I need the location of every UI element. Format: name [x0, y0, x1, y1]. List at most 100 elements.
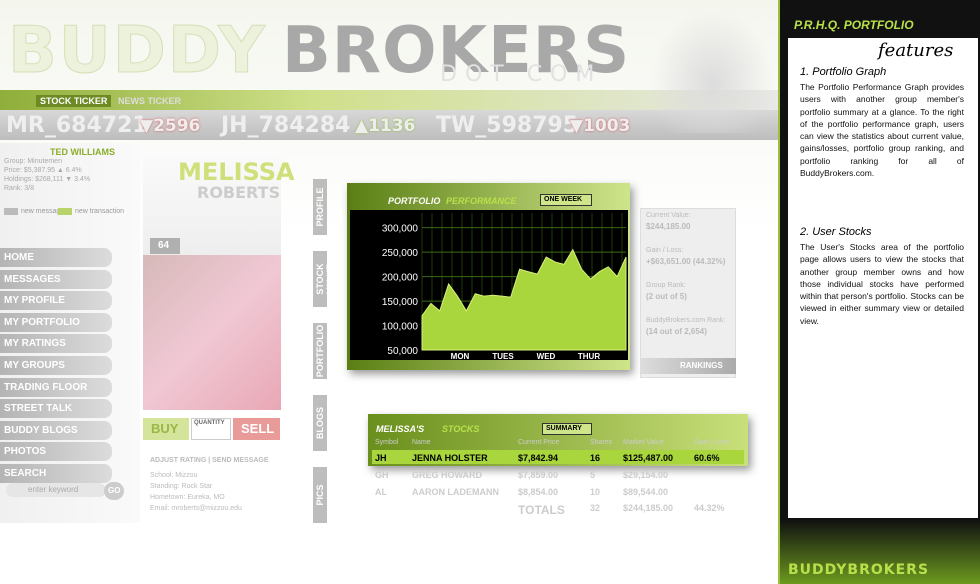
- profile-actions[interactable]: ADJUST RATING | SEND MESSAGE: [150, 457, 269, 464]
- table-header: Current Price: [518, 439, 560, 446]
- profile-photo: [143, 255, 281, 410]
- vertical-tab[interactable]: STOCK VALUE: [313, 251, 335, 307]
- section-text: The User's Stocks area of the portfolio …: [800, 242, 964, 326]
- table-total: TOTALS: [518, 503, 565, 517]
- table-header: Symbol: [375, 439, 399, 446]
- stat-label: BuddyBrokers.com Rank:: [646, 317, 726, 324]
- stats-panel: [640, 208, 736, 378]
- new-transaction[interactable]: new transaction: [58, 208, 124, 215]
- search-input[interactable]: enter keyword: [6, 483, 106, 497]
- chart-title-b: PERFORMANCE: [446, 196, 517, 206]
- stat-value: +$63,651.00 (44.32%): [646, 257, 726, 266]
- user-info: Group: Minutemen: [4, 158, 62, 165]
- sidebar-title: P.R.H.Q. PORTFOLIO: [794, 18, 914, 32]
- nav-item[interactable]: BUDDY BLOGS: [0, 420, 112, 440]
- table-cell: $89,544.00: [623, 487, 669, 497]
- range-select[interactable]: ONE WEEK: [540, 194, 592, 206]
- profile-detail: School: Mizzou: [150, 472, 198, 479]
- nav-item[interactable]: MY GROUPS: [0, 356, 112, 375]
- table-cell: $29,154.00: [623, 470, 669, 480]
- logo-dotcom: DOT COM: [440, 62, 603, 87]
- nav-item[interactable]: MESSAGES: [0, 269, 112, 289]
- profile-last: ROBERTS: [197, 183, 281, 202]
- table-header: Market Value: [623, 439, 664, 446]
- nav-item[interactable]: MY RATINGS: [0, 334, 112, 354]
- quantity-input[interactable]: QUANTITY: [191, 418, 231, 440]
- row-highlight: [372, 450, 744, 464]
- x-tick-label: WED: [537, 352, 556, 360]
- sidebar-content: [788, 38, 978, 518]
- user-info: Holdings: $268,111 ▼ 3.4%: [4, 176, 91, 183]
- table-cell: AARON LADEMANN: [412, 487, 499, 497]
- ticker-tab[interactable]: NEWS TICKER: [118, 96, 181, 106]
- table-cell: $7,859.00: [518, 470, 559, 480]
- ticker-symbol: JH_784284: [221, 113, 351, 138]
- nav-item[interactable]: HOME: [0, 248, 112, 267]
- table-header: Gain / Loss: [694, 439, 730, 446]
- profile-detail: Standing: Rock Star: [150, 483, 213, 490]
- nav-item[interactable]: STREET TALK: [0, 399, 112, 419]
- y-tick-label: 200,000: [382, 273, 419, 284]
- chart-title-a: PORTFOLIO: [388, 196, 441, 206]
- stat-value: (14 out of 2,654): [646, 327, 707, 336]
- nav-item[interactable]: SEARCH: [0, 464, 112, 483]
- table-cell: $8,854.00: [518, 487, 559, 497]
- table-cell: AL: [375, 487, 387, 497]
- area: [421, 248, 627, 351]
- y-tick-label: 100,000: [382, 322, 419, 333]
- nav-item[interactable]: MY PROFILE: [0, 291, 112, 311]
- table-cell: JENNA HOLSTER: [412, 453, 488, 463]
- stocks-title-a: MELISSA'S: [376, 424, 425, 434]
- x-tick-label: THUR: [578, 352, 600, 360]
- y-tick-label: 300,000: [382, 224, 419, 235]
- table-total: 32: [590, 503, 601, 513]
- new-message[interactable]: new message: [4, 208, 64, 215]
- ticker-symbol: TW_598795: [436, 113, 579, 138]
- skyline: [780, 520, 980, 584]
- nav-item[interactable]: PHOTOS: [0, 442, 112, 462]
- profile-detail: Email: mroberts@mizzou.edu: [150, 505, 242, 512]
- sell-button[interactable]: SELL: [233, 418, 280, 440]
- sidebar: P.R.H.Q. PORTFOLIO features 1. Portfolio G…: [780, 0, 980, 584]
- vertical-tab[interactable]: PORTFOLIO: [313, 323, 327, 379]
- user-name: TED WILLIAMS: [50, 147, 115, 157]
- table-total: $244,185.00: [623, 503, 674, 513]
- stat-label: Group Rank:: [646, 282, 686, 289]
- table-cell: GREG HOWARD: [412, 470, 483, 480]
- rating-badge: 64: [150, 238, 180, 254]
- section-heading: 2. User Stocks: [800, 226, 872, 238]
- rankings-button[interactable]: RANKINGS: [640, 358, 736, 374]
- vertical-tab[interactable]: BLOGS: [313, 395, 327, 451]
- stat-value: (2 out of 5): [646, 292, 687, 301]
- stocks-title-b: STOCKS: [442, 424, 480, 434]
- y-tick-label: 250,000: [382, 248, 419, 259]
- vertical-tab[interactable]: PICS: [313, 467, 327, 523]
- table-cell: 5: [590, 470, 596, 480]
- stat-label: Gain / Loss:: [646, 247, 684, 254]
- table-cell: 10: [590, 487, 601, 497]
- vertical-tab[interactable]: PROFILE: [313, 179, 327, 235]
- table-cell: $125,487.00: [623, 453, 674, 463]
- table-cell: GH: [375, 470, 389, 480]
- nav-item[interactable]: MY PORTFOLIO: [0, 312, 112, 332]
- divider: [778, 0, 780, 584]
- section-heading: 1. Portfolio Graph: [800, 66, 887, 78]
- stat-value: $244,185.00: [646, 222, 691, 231]
- search-button[interactable]: GO: [104, 482, 124, 500]
- buy-button[interactable]: BUY: [143, 418, 189, 440]
- user-info: Price: $5,387.95 ▲ 6.4%: [4, 167, 82, 174]
- table-cell: 60.6%: [694, 453, 720, 463]
- nav-item[interactable]: TRADING FLOOR: [0, 377, 112, 397]
- sidebar-footer: BUDDYBROKERS: [788, 562, 930, 578]
- logo-brokers: BROKERS: [282, 14, 631, 88]
- stat-label: Current Value:: [646, 212, 691, 219]
- table-cell: $7,842.94: [518, 453, 559, 463]
- logo-buddy: BUDDY: [8, 14, 267, 89]
- table-header: Name: [412, 439, 431, 446]
- ticker-symbol: MR_684721: [6, 113, 148, 138]
- ticker-tab[interactable]: STOCK TICKER: [36, 95, 112, 107]
- view-select[interactable]: SUMMARY: [542, 423, 592, 435]
- ticker-change: ▼2596: [140, 116, 201, 136]
